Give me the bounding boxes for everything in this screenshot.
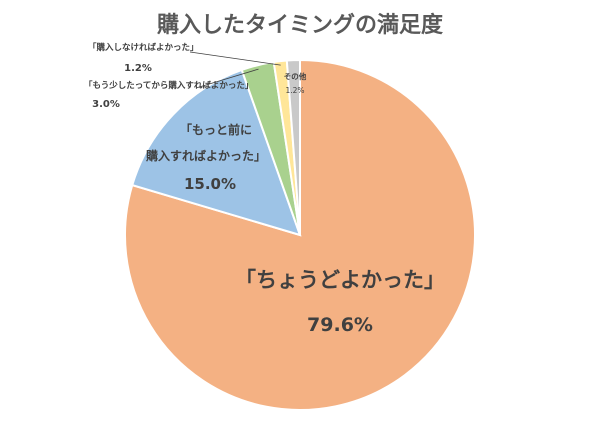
slice-label-3: 「購入しなければよかった」 [88,42,199,53]
slice-value-2: 3.0% [92,99,120,110]
leader-lines [189,51,281,89]
pie-slices [124,58,476,411]
slice-label-2: 「もう少したってから購入すればよかった」 [84,80,253,91]
leader-line-2 [195,68,259,89]
slice-label-1-line-2: 購入すればよかった」 [145,148,266,163]
slice-label-0: 「ちょうどよかった」 [235,268,445,292]
slice-label-1-line-1: 「もっと前に [180,122,252,137]
pie-slice-1 [131,68,302,237]
chart-title: 購入したタイミングの満足度 [157,12,444,38]
slice-value-0: 79.6% [307,314,373,336]
slice-label-4: その他 [284,71,307,81]
leader-line-3 [189,51,281,66]
pie-slice-4 [285,58,301,236]
slice-value-4: 1.2% [285,86,304,95]
slice-value-1: 15.0% [184,175,236,193]
slice-value-3: 1.2% [124,63,152,74]
